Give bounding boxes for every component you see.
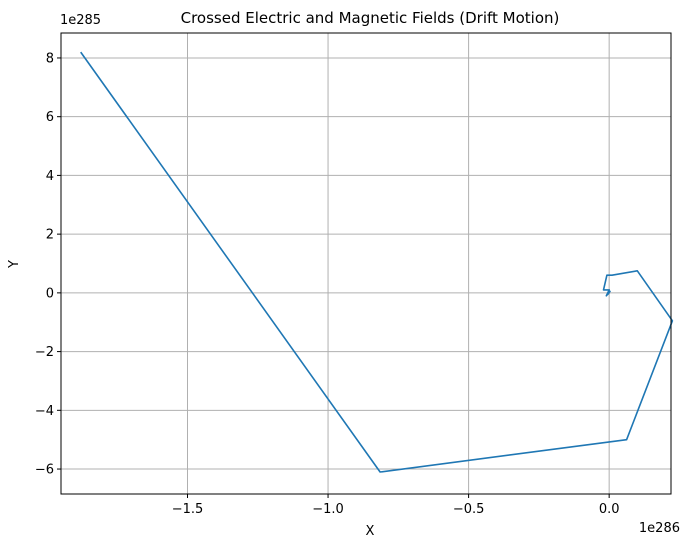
grid-lines xyxy=(61,33,671,494)
x-tick-label: 0.0 xyxy=(599,502,620,517)
y-tick-label: −6 xyxy=(35,463,54,478)
y-tick-label: 0 xyxy=(46,286,54,301)
series-line xyxy=(80,51,674,473)
y-offset-text: 1e285 xyxy=(60,13,101,28)
y-tick-label: −4 xyxy=(35,404,54,419)
x-axis-label: X xyxy=(366,524,375,539)
y-tick-label: 2 xyxy=(46,228,54,243)
y-tick-label: −2 xyxy=(35,345,54,360)
y-tick-label: 6 xyxy=(46,110,54,125)
plot-area xyxy=(80,51,674,473)
y-tick-label: 8 xyxy=(46,51,54,66)
x-tick-label: −0.5 xyxy=(453,502,485,517)
x-tick-label: −1.5 xyxy=(172,502,204,517)
ticks: −1.5 −1.0 −0.5 0.0 −6 −4 −2 0 2 4 6 8 xyxy=(35,51,620,517)
y-axis-label: Y xyxy=(7,260,22,269)
x-offset-text: 1e286 xyxy=(639,521,680,536)
axes-frame xyxy=(60,32,672,495)
x-tick-label: −1.0 xyxy=(312,502,344,517)
y-tick-label: 4 xyxy=(46,169,54,184)
chart-title: Crossed Electric and Magnetic Fields (Dr… xyxy=(181,9,560,27)
